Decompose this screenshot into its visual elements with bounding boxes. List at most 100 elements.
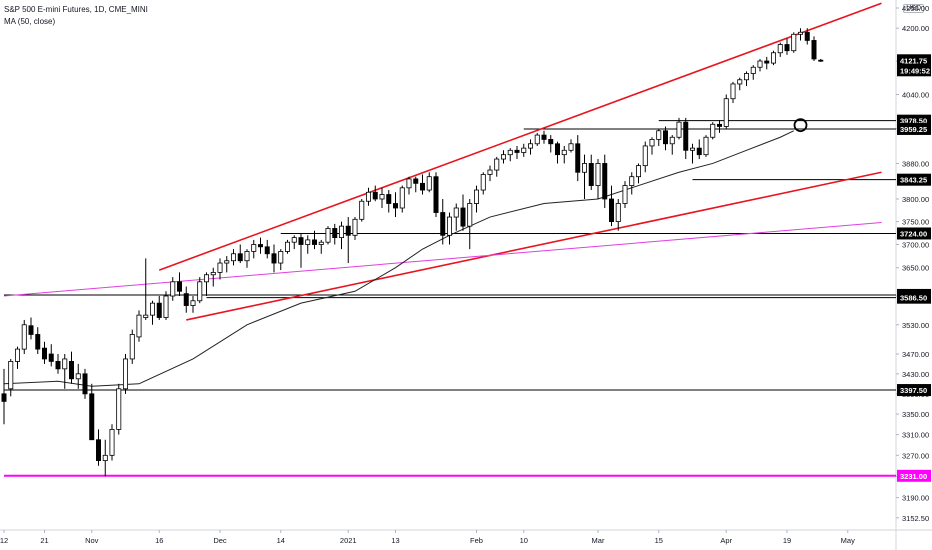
candle-body[interactable]	[737, 79, 743, 85]
candle-body[interactable]	[750, 66, 756, 74]
candle-body[interactable]	[818, 59, 824, 62]
candle-body[interactable]	[163, 295, 169, 318]
candle-body[interactable]	[230, 253, 236, 262]
candle-body[interactable]	[311, 239, 317, 245]
candle-body[interactable]	[561, 149, 567, 156]
candle-body[interactable]	[251, 244, 257, 252]
candle-body[interactable]	[804, 31, 810, 41]
candle-body[interactable]	[811, 40, 817, 60]
candle-body[interactable]	[784, 44, 790, 52]
candle-body[interactable]	[555, 143, 561, 156]
candle-body[interactable]	[35, 334, 41, 350]
candle-body[interactable]	[636, 165, 642, 178]
candle-body[interactable]	[507, 149, 513, 156]
candle-body[interactable]	[379, 194, 385, 200]
candle-body[interactable]	[446, 216, 452, 236]
candle-body[interactable]	[582, 163, 588, 173]
candle-body[interactable]	[325, 228, 331, 243]
candle-body[interactable]	[757, 60, 763, 68]
candle-body[interactable]	[48, 353, 54, 362]
candle-body[interactable]	[703, 136, 709, 156]
candle-body[interactable]	[500, 154, 506, 160]
candle-body[interactable]	[203, 274, 209, 283]
candle-body[interactable]	[197, 281, 203, 302]
candle-body[interactable]	[777, 44, 783, 54]
candle-body[interactable]	[28, 325, 34, 335]
candle-body[interactable]	[14, 348, 20, 362]
candle-body[interactable]	[690, 147, 696, 151]
candle-body[interactable]	[615, 203, 621, 223]
candle-body[interactable]	[413, 178, 419, 184]
candle-body[interactable]	[190, 300, 196, 306]
candle-body[interactable]	[244, 251, 250, 262]
candle-body[interactable]	[62, 358, 68, 370]
candle-body[interactable]	[143, 314, 149, 318]
candle-body[interactable]	[82, 373, 88, 395]
trendline-magenta[interactable]	[3, 222, 882, 297]
candle-body[interactable]	[440, 212, 446, 236]
moving-average-line[interactable]	[3, 130, 794, 387]
candle-body[interactable]	[521, 147, 527, 153]
candle-body[interactable]	[656, 130, 662, 140]
candle-body[interactable]	[8, 361, 14, 390]
candle-body[interactable]	[96, 439, 102, 461]
candle-body[interactable]	[176, 281, 182, 292]
candle-body[interactable]	[730, 83, 736, 100]
candle-body[interactable]	[798, 31, 804, 35]
candle-body[interactable]	[717, 123, 723, 127]
candle-body[interactable]	[318, 241, 324, 245]
candle-body[interactable]	[42, 347, 48, 360]
candle-body[interactable]	[514, 149, 520, 153]
candle-body[interactable]	[386, 194, 392, 204]
candle-body[interactable]	[764, 60, 770, 64]
candle-body[interactable]	[622, 185, 628, 204]
candle-body[interactable]	[791, 33, 797, 52]
candle-body[interactable]	[359, 200, 365, 220]
candle-body[interactable]	[123, 358, 129, 390]
candle-body[interactable]	[271, 253, 277, 264]
candle-body[interactable]	[419, 182, 425, 191]
candle-body[interactable]	[595, 163, 601, 186]
candle-body[interactable]	[568, 143, 574, 151]
candle-body[interactable]	[541, 134, 547, 140]
candle-body[interactable]	[548, 139, 554, 145]
candle-body[interactable]	[433, 176, 439, 213]
currency-badge[interactable]: USD	[903, 4, 924, 13]
candle-body[interactable]	[338, 225, 344, 239]
candle-body[interactable]	[663, 130, 669, 145]
candle-body[interactable]	[352, 218, 358, 236]
trendline-red[interactable]	[186, 171, 882, 321]
candle-body[interactable]	[257, 244, 263, 248]
candle-body[interactable]	[129, 334, 135, 360]
candle-body[interactable]	[224, 260, 230, 264]
candle-body[interactable]	[575, 143, 581, 173]
candle-body[interactable]	[210, 272, 216, 276]
candle-body[interactable]	[534, 134, 540, 145]
candle-body[interactable]	[771, 52, 777, 64]
candle-body[interactable]	[298, 237, 304, 245]
trendline-red[interactable]	[158, 2, 882, 271]
candle-body[interactable]	[55, 361, 61, 370]
candle-body[interactable]	[170, 281, 176, 297]
candle-body[interactable]	[217, 262, 223, 273]
candle-body[interactable]	[75, 373, 81, 380]
candle-body[interactable]	[264, 246, 270, 255]
candle-body[interactable]	[460, 207, 466, 227]
candle-body[interactable]	[345, 225, 351, 236]
candle-body[interactable]	[649, 139, 655, 147]
candle-body[interactable]	[494, 158, 500, 171]
candle-body[interactable]	[528, 143, 534, 149]
candle-body[interactable]	[156, 302, 162, 318]
candle-body[interactable]	[467, 203, 473, 227]
candle-body[interactable]	[426, 176, 432, 191]
candle-body[interactable]	[710, 123, 716, 138]
candle-body[interactable]	[487, 169, 493, 175]
candle-body[interactable]	[332, 228, 338, 239]
candle-body[interactable]	[473, 189, 479, 204]
candle-body[interactable]	[69, 361, 75, 380]
candle-body[interactable]	[291, 237, 297, 243]
candle-body[interactable]	[116, 388, 122, 430]
candle-body[interactable]	[109, 429, 115, 456]
candle-body[interactable]	[453, 207, 459, 218]
